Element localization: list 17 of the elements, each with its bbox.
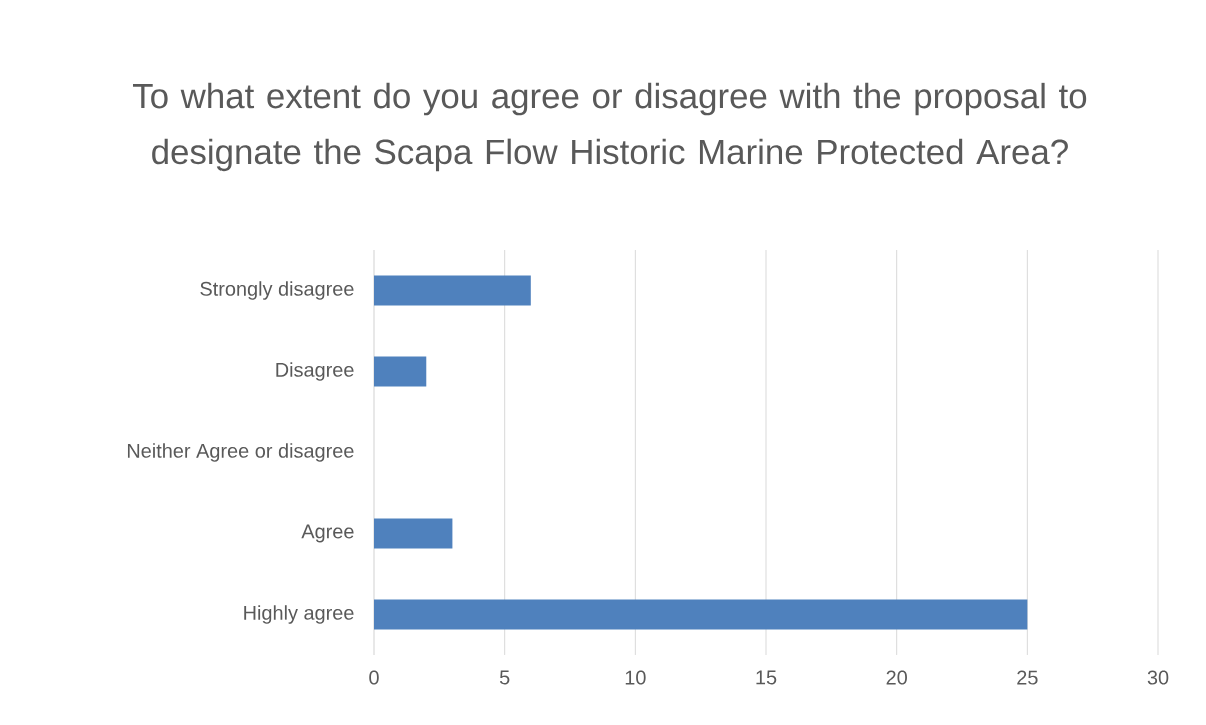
y-tick-label: Agree [301, 524, 354, 543]
x-tick-label: 25 [1017, 670, 1038, 685]
bar [374, 599, 1028, 630]
y-tick-label: Strongly disagree [200, 281, 354, 300]
chart-title: To what extent do you agree or disagree with the proposal to designate the Scapa Flow Historic Marine Protected Area? [133, 82, 1087, 172]
y-tick-label: Disagree [276, 362, 354, 381]
y-tick-label: Neither Agree or disagree [127, 443, 354, 462]
x-tick-label: 30 [1147, 670, 1169, 685]
bar [374, 356, 427, 387]
y-tick-label: Highly agree [244, 605, 354, 624]
x-tick-label: 20 [886, 670, 907, 685]
x-tick-label: 5 [499, 670, 510, 685]
bar [374, 275, 531, 306]
x-tick-label: 10 [625, 670, 646, 685]
x-tick-label: 15 [756, 670, 777, 685]
bar [374, 518, 453, 549]
x-tick-label: 0 [369, 670, 379, 685]
